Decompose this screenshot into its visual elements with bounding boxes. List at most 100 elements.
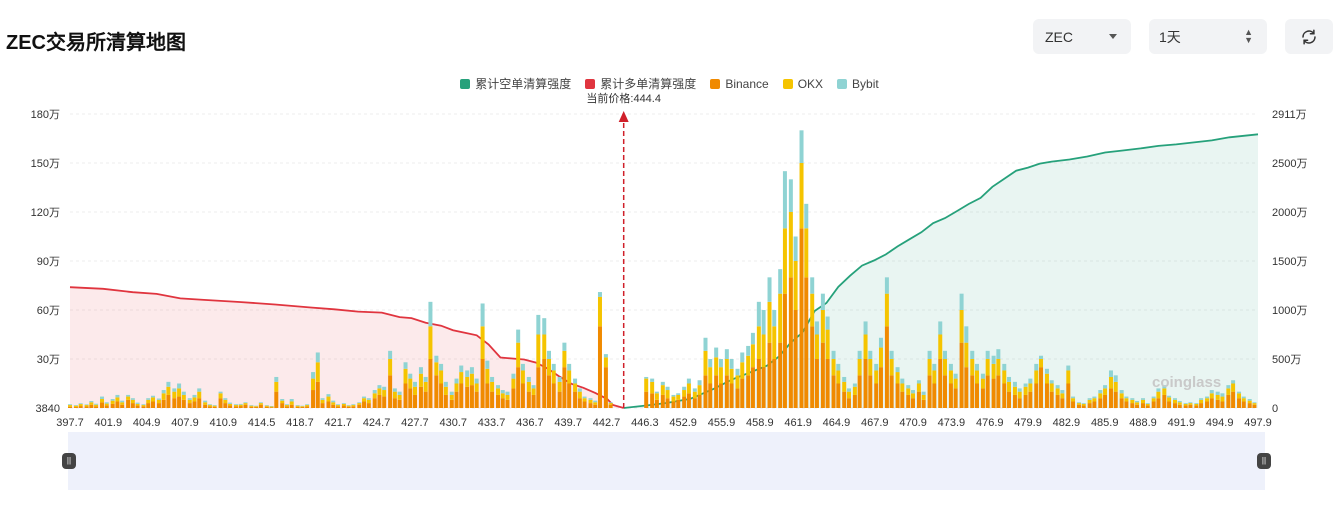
range-select[interactable]: 1天 ▲ ▼ <box>1149 19 1267 54</box>
x-tick-label: 427.7 <box>401 417 429 429</box>
bar-bybit <box>906 385 911 389</box>
bar-bybit <box>474 378 479 384</box>
bar-binance <box>1247 403 1252 408</box>
bar-okx <box>682 390 687 397</box>
bar-okx <box>243 403 248 405</box>
bar-bybit <box>516 329 521 343</box>
y-right-tick-label: 2911万 <box>1272 109 1307 121</box>
bar-binance <box>366 403 371 408</box>
x-tick-label: 491.9 <box>1168 417 1196 429</box>
bar-binance <box>536 367 541 408</box>
bar-bybit <box>857 350 862 359</box>
bar-okx <box>505 394 510 400</box>
bar-binance <box>469 385 474 408</box>
legend-item[interactable]: Binance <box>710 75 769 92</box>
bar-okx <box>910 393 915 399</box>
bar-okx <box>1220 396 1225 402</box>
legend-item[interactable]: 累计空单清算强度 <box>460 75 571 92</box>
x-tick-label: 497.9 <box>1244 417 1272 429</box>
bar-bybit <box>84 404 89 406</box>
bar-okx <box>490 381 495 392</box>
bar-binance <box>1177 404 1182 408</box>
bar-bybit <box>703 337 708 351</box>
bar-okx <box>474 383 479 392</box>
refresh-button[interactable] <box>1285 19 1333 54</box>
bar-bybit <box>1087 398 1092 400</box>
bar-binance <box>991 378 996 408</box>
bar-bybit <box>423 376 428 382</box>
bar-okx <box>110 400 115 404</box>
bar-bybit <box>1241 396 1246 399</box>
bar-bybit <box>996 349 1001 359</box>
bar-okx <box>1247 400 1252 404</box>
bar-okx <box>573 383 578 392</box>
zoom-slider-track[interactable] <box>68 432 1265 490</box>
bar-binance <box>692 398 697 408</box>
bar-okx <box>921 394 926 400</box>
bar-bybit <box>1135 400 1140 403</box>
bar-okx <box>233 405 238 407</box>
bar-bybit <box>341 403 346 404</box>
bar-binance <box>1226 394 1231 408</box>
bar-bybit <box>1188 402 1193 404</box>
bar-okx <box>238 404 243 407</box>
legend-item[interactable]: Bybit <box>837 75 879 92</box>
y-left-tick-label: 120万 <box>31 207 60 219</box>
bar-binance <box>258 404 263 408</box>
bar-binance <box>346 406 351 408</box>
bar-okx <box>582 398 587 402</box>
bar-binance <box>141 406 146 408</box>
bar-binance <box>516 367 521 408</box>
bar-okx <box>708 367 713 384</box>
bar-okx <box>161 393 166 400</box>
bar-binance <box>1055 394 1060 408</box>
bar-okx <box>1017 391 1022 399</box>
bar-binance <box>799 228 804 408</box>
bar-bybit <box>94 403 99 405</box>
bar-okx <box>597 296 602 327</box>
bar-binance <box>1087 403 1092 408</box>
bar-binance <box>1135 404 1140 408</box>
symbol-select[interactable]: ZEC <box>1033 19 1131 54</box>
x-tick-label: 458.9 <box>746 417 774 429</box>
bar-bybit <box>439 363 444 371</box>
bar-okx <box>799 163 804 229</box>
bar-okx <box>1071 398 1076 402</box>
bar-binance <box>825 359 830 408</box>
bar-okx <box>729 368 734 384</box>
bar-binance <box>980 388 985 408</box>
bar-bybit <box>454 378 459 384</box>
bar-bybit <box>697 380 702 386</box>
bar-okx <box>714 357 719 376</box>
bar-bybit <box>577 388 582 392</box>
zoom-handle-right[interactable]: || <box>1257 453 1271 469</box>
bar-bybit <box>1119 390 1124 394</box>
bar-binance <box>597 326 602 408</box>
bar-binance <box>820 342 825 408</box>
bar-okx <box>814 334 819 359</box>
legend-item[interactable]: OKX <box>782 75 823 92</box>
bar-binance <box>84 406 89 408</box>
bar-binance <box>1231 391 1236 408</box>
legend-swatch <box>782 78 793 89</box>
x-tick-label: 467.9 <box>861 417 889 429</box>
legend-item[interactable]: 累计多单清算强度 <box>585 75 696 92</box>
bar-bybit <box>1151 396 1156 399</box>
bar-binance <box>1119 398 1124 408</box>
bar-binance <box>228 405 233 408</box>
bar-binance <box>100 402 105 408</box>
bar-okx <box>778 293 783 343</box>
bar-bybit <box>434 355 439 363</box>
bar-okx <box>959 310 964 343</box>
bar-okx <box>100 399 105 403</box>
bar-binance <box>1151 401 1156 408</box>
bar-bybit <box>1002 363 1007 371</box>
bar-okx <box>104 403 109 406</box>
bar-binance <box>1140 403 1145 408</box>
zoom-handle-left[interactable]: || <box>62 453 76 469</box>
bar-binance <box>863 359 868 408</box>
bar-okx <box>793 261 798 310</box>
page-title: ZEC交易所清算地图 <box>6 32 186 54</box>
bar-binance <box>557 391 562 408</box>
bar-okx <box>1231 383 1236 392</box>
